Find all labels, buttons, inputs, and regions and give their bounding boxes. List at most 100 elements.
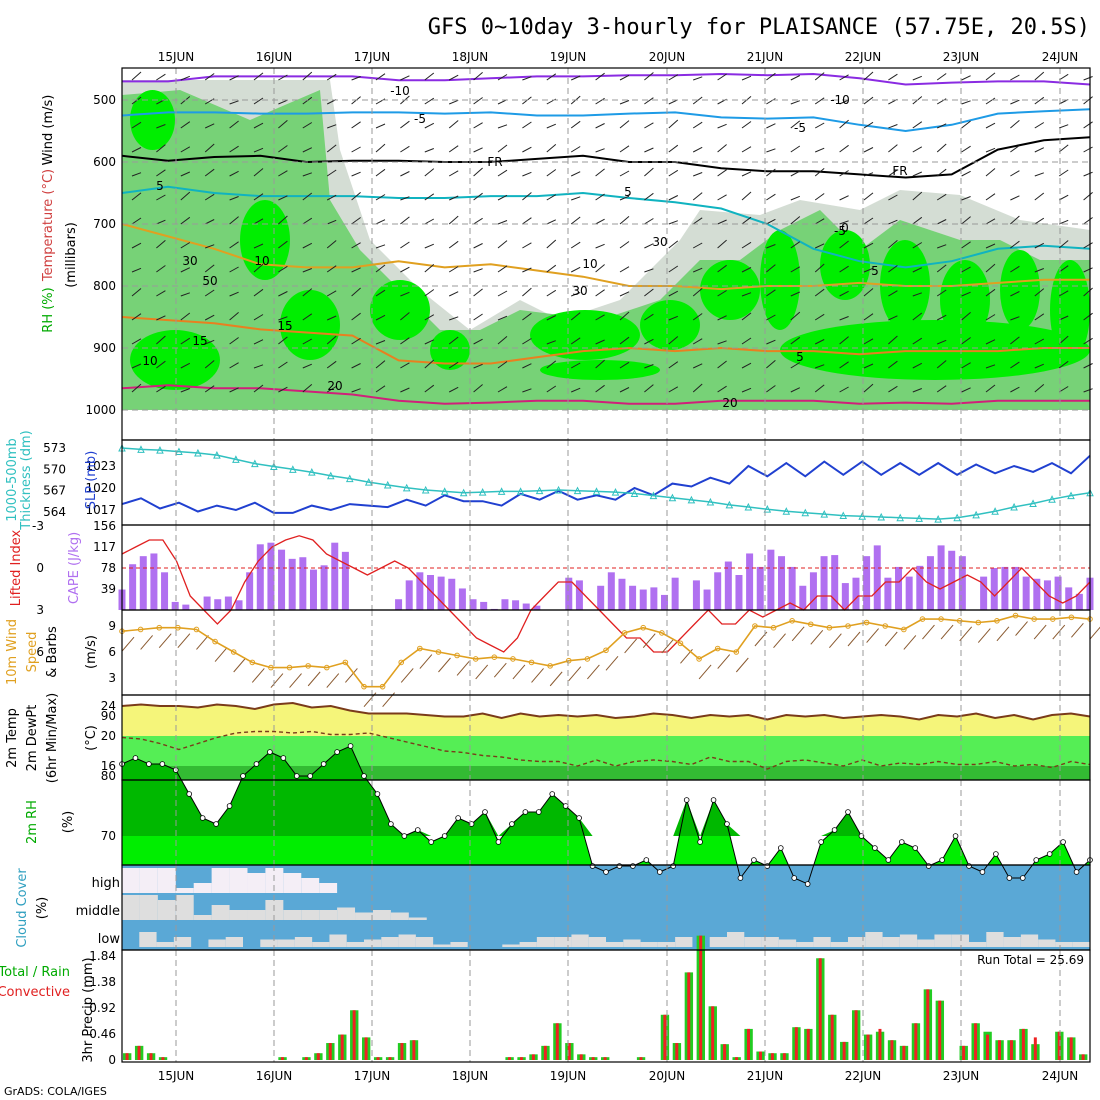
bottom-date-label: 20JUN [649,1069,686,1083]
wind-barb [522,312,532,321]
temp-tick: 20 [101,729,116,743]
wind-barb [570,312,581,321]
wind-barb [961,387,971,393]
wind-barb [424,168,435,177]
wind-barb [448,386,459,393]
wind-barb [546,219,557,225]
thickness-marker [896,513,905,522]
wind-barb [693,172,703,177]
wind-barb [1058,194,1069,201]
wind-barb [1058,290,1069,297]
cape-bar [1022,576,1030,610]
wind-barb [546,340,556,345]
wind-barb [912,362,923,369]
cape-bar [437,576,445,610]
rh2m-tick: 90 [101,709,116,723]
wind-barb [229,241,239,249]
wind-barb [229,387,239,393]
wind-barb [1034,383,1045,393]
wind-barb [741,121,752,129]
wind-barb [766,98,776,105]
wind-barb [473,288,483,297]
wind-barb [204,123,215,129]
run-total-label: Run Total = 25.69 [977,953,1084,967]
wind-barb [253,384,264,393]
cape-bar [235,600,243,610]
wind-barb [619,145,630,153]
wind-barb [351,267,361,273]
wind-barb [790,170,801,177]
wind-tick: 3 [108,671,116,685]
wind-barb [839,361,849,369]
wind-barb [1034,71,1045,81]
rh-high-cell [1000,250,1040,330]
wind-barb [668,99,679,105]
cape-bar [331,542,339,610]
wind-barb [985,218,996,225]
axis-label-cape: CAPE (J/kg) [67,532,82,604]
wind-barb [717,144,727,153]
wind-barb [497,144,508,153]
wind10-barb [214,647,228,662]
rh2m-marker [146,761,152,767]
wind10-barb [735,657,749,673]
wind-barb [985,72,996,81]
precip-conv-bar [974,1023,978,1060]
wind-barb [448,195,459,201]
thickness-marker [1067,491,1075,500]
wind-barb [1083,121,1093,129]
wind-barb [692,383,703,393]
wind-barb [741,171,752,177]
cape-bar [203,596,211,610]
pressure-tick: 800 [93,279,116,293]
precip-conv-bar [603,1057,607,1060]
isotherm-label: FR [892,164,907,178]
thickness-marker [820,510,829,518]
cape-bar [171,601,179,610]
cape-bar [533,605,541,610]
wind-barb [985,364,996,369]
wind-speed-marker [714,645,721,652]
wind-barb [253,243,264,249]
wind10-barb [587,664,600,680]
thickness-marker [782,507,791,515]
wind-barb [985,314,996,321]
wind-barb [326,360,337,369]
wind-barb [717,385,727,393]
wind-barb [912,267,923,273]
thickness-marker [345,474,354,483]
wind-barb [302,172,312,177]
cape-bar [1012,566,1020,610]
wind-speed-marker [696,656,702,662]
wind10-barb [642,633,656,649]
thickness-marker [1029,499,1037,507]
precip-conv-bar [519,1057,523,1060]
wind-barb [790,216,801,225]
wind-barb [302,71,313,81]
wind-barb [644,313,654,321]
cloud-bar [211,868,230,893]
precip-tick: 1.38 [89,975,116,989]
cape-tick: 78 [101,561,116,575]
wind10-barb [698,664,712,680]
wind-barb [180,171,191,177]
wind-barb [668,74,679,81]
precip-conv-bar [663,1014,667,1060]
precip-conv-bar [400,1043,404,1060]
wind-barb [644,243,654,249]
wind-barb [156,124,166,129]
wind-barb [278,119,288,129]
wind-barb [863,172,874,177]
rh2m-marker [293,773,300,779]
wind-barb [473,167,483,177]
rh2m-marker [724,821,730,827]
thickness-marker [592,487,601,495]
wind10-barb [605,655,619,671]
thickness-marker [991,507,999,515]
precip-conv-bar [890,1040,894,1060]
wind-speed-marker [193,626,200,633]
wind-barb [814,218,825,225]
isotherm-line [122,72,1091,86]
wind-barb [448,336,459,345]
top-date-label: 15JUN [158,50,195,64]
